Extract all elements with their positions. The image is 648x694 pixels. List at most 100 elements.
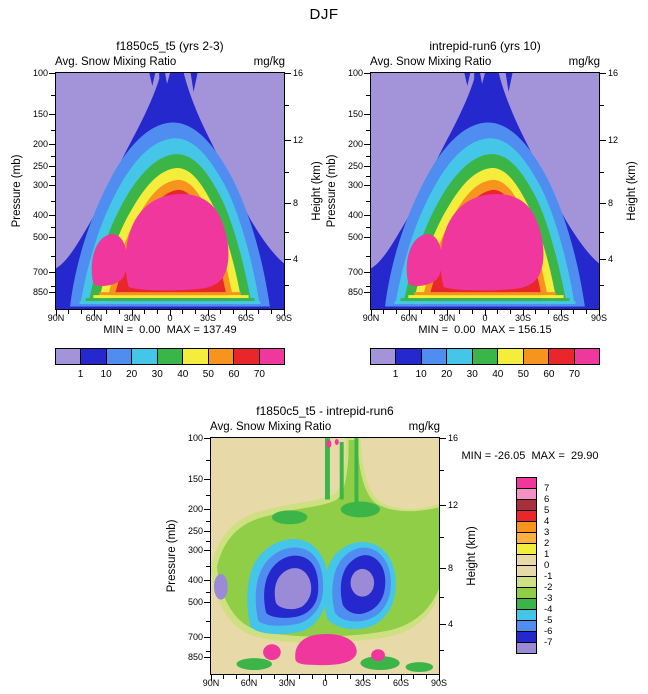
pressure-tick-label: 700	[347, 266, 363, 277]
height-major-tick	[285, 139, 291, 141]
pressure-tick-label: 850	[32, 286, 48, 297]
latitude-minor-tick	[68, 310, 70, 314]
pressure-major-tick	[364, 271, 370, 273]
height-major-tick	[600, 72, 606, 74]
latitude-tick-label: 60S	[552, 313, 569, 323]
pressure-tick-label: 500	[187, 597, 203, 608]
pressure-major-tick	[49, 271, 55, 273]
latitude-tick-label: 30N	[123, 313, 141, 323]
top-right-contour-region	[464, 73, 471, 86]
latitude-major-tick	[560, 310, 562, 316]
latitude-major-tick	[169, 310, 171, 316]
pressure-tick-label: 250	[32, 161, 48, 172]
colorbar-cell	[370, 348, 397, 365]
pressure-major-tick	[204, 479, 210, 481]
top-left-contour-region	[73, 304, 267, 307]
pressure-tick-label: 400	[187, 574, 203, 585]
top-left-contour-region	[91, 234, 128, 286]
latitude-minor-tick	[223, 675, 225, 679]
latitude-minor-tick	[273, 675, 275, 679]
latitude-minor-tick	[387, 675, 389, 679]
pressure-major-tick	[49, 237, 55, 239]
height-major-tick	[440, 504, 446, 506]
pressure-minor-tick	[206, 520, 210, 522]
colorbar-tick-label: 1	[392, 369, 399, 380]
latitude-minor-tick	[509, 310, 511, 314]
colorbar-cell	[548, 348, 575, 365]
latitude-minor-tick	[106, 310, 108, 314]
pressure-tick-label: 100	[347, 67, 363, 78]
diff-contour-region	[354, 438, 359, 504]
diff-contour-region	[213, 573, 228, 600]
pressure-tick-label: 850	[187, 651, 203, 662]
pressure-minor-tick	[51, 176, 55, 178]
height-tick-label: 16	[448, 432, 459, 443]
pressure-tick-label: 100	[32, 67, 48, 78]
latitude-minor-tick	[144, 310, 146, 314]
height-major-tick	[285, 202, 291, 204]
pressure-minor-tick	[51, 129, 55, 131]
latitude-minor-tick	[413, 675, 415, 679]
pressure-minor-tick	[206, 541, 210, 543]
pressure-major-tick	[49, 166, 55, 168]
pressure-major-tick	[364, 291, 370, 293]
colorbar-cell	[258, 348, 285, 365]
field-top-right	[371, 73, 599, 309]
latitude-major-tick	[446, 310, 448, 316]
pressure-minor-tick	[51, 155, 55, 157]
top-left-contour-region	[149, 73, 156, 86]
diff-min-max-stats: MIN = -26.05 MAX = 29.90	[461, 450, 599, 462]
pressure-major-tick	[49, 185, 55, 187]
latitude-minor-tick	[232, 310, 234, 314]
diff-contour-region	[274, 568, 312, 610]
pressure-minor-tick	[206, 565, 210, 567]
top-right-contour-region	[388, 304, 582, 307]
panel-top-right: intrepid-run6 (yrs 10) Avg. Snow Mixing …	[326, 39, 638, 380]
height-minor-tick	[440, 537, 444, 539]
height-tick-label: 12	[448, 499, 459, 510]
latitude-minor-tick	[375, 675, 377, 679]
latitude-tick-label: 90N	[47, 313, 65, 323]
colorbar-cell	[497, 348, 524, 365]
colorbar-cell	[131, 348, 158, 365]
latitude-minor-tick	[156, 310, 158, 314]
diff-contour-region	[334, 438, 339, 445]
colorbar-tick-label: 70	[253, 369, 265, 380]
latitude-minor-tick	[547, 310, 549, 314]
colorbar-tick-label: 2	[544, 537, 550, 549]
top-right-contour-region	[414, 292, 556, 296]
height-tick-label: 4	[448, 618, 454, 629]
latitude-major-tick	[245, 310, 247, 316]
pressure-minor-tick	[366, 155, 370, 157]
latitude-minor-tick	[182, 310, 184, 314]
pressure-major-tick	[364, 114, 370, 116]
diff-contour-region	[236, 658, 272, 671]
colorbar-tick-label: 10	[100, 369, 112, 380]
colorbar-tick-label: 60	[543, 369, 555, 380]
diff-contour-region	[263, 644, 281, 661]
diff-contour-region	[350, 568, 375, 597]
latitude-major-tick	[598, 310, 600, 316]
pressure-tick-label: 150	[32, 109, 48, 120]
pressure-minor-tick	[206, 650, 210, 652]
latitude-tick-label: 0	[167, 313, 173, 323]
latitude-minor-tick	[497, 310, 499, 314]
field-top-left	[56, 73, 284, 309]
height-minor-tick	[285, 284, 289, 286]
panel-title: intrepid-run6 (yrs 10)	[429, 39, 541, 53]
pressure-major-tick	[364, 237, 370, 239]
pressure-major-tick	[364, 185, 370, 187]
pressure-minor-tick	[366, 226, 370, 228]
top-left-contour-region	[99, 292, 241, 296]
panel-title: f1850c5_t5 (yrs 2-3)	[116, 39, 224, 53]
colorbar-cell	[395, 348, 422, 365]
latitude-major-tick	[408, 310, 410, 316]
pressure-major-tick	[364, 72, 370, 74]
pressure-minor-tick	[51, 95, 55, 97]
pressure-tick-label: 300	[32, 180, 48, 191]
height-tick-label: 16	[608, 67, 619, 78]
top-right-contour-region	[505, 73, 513, 92]
height-minor-tick	[285, 172, 289, 174]
height-tick-label: 12	[608, 134, 619, 145]
height-axis-label: Height (km)	[626, 161, 638, 221]
